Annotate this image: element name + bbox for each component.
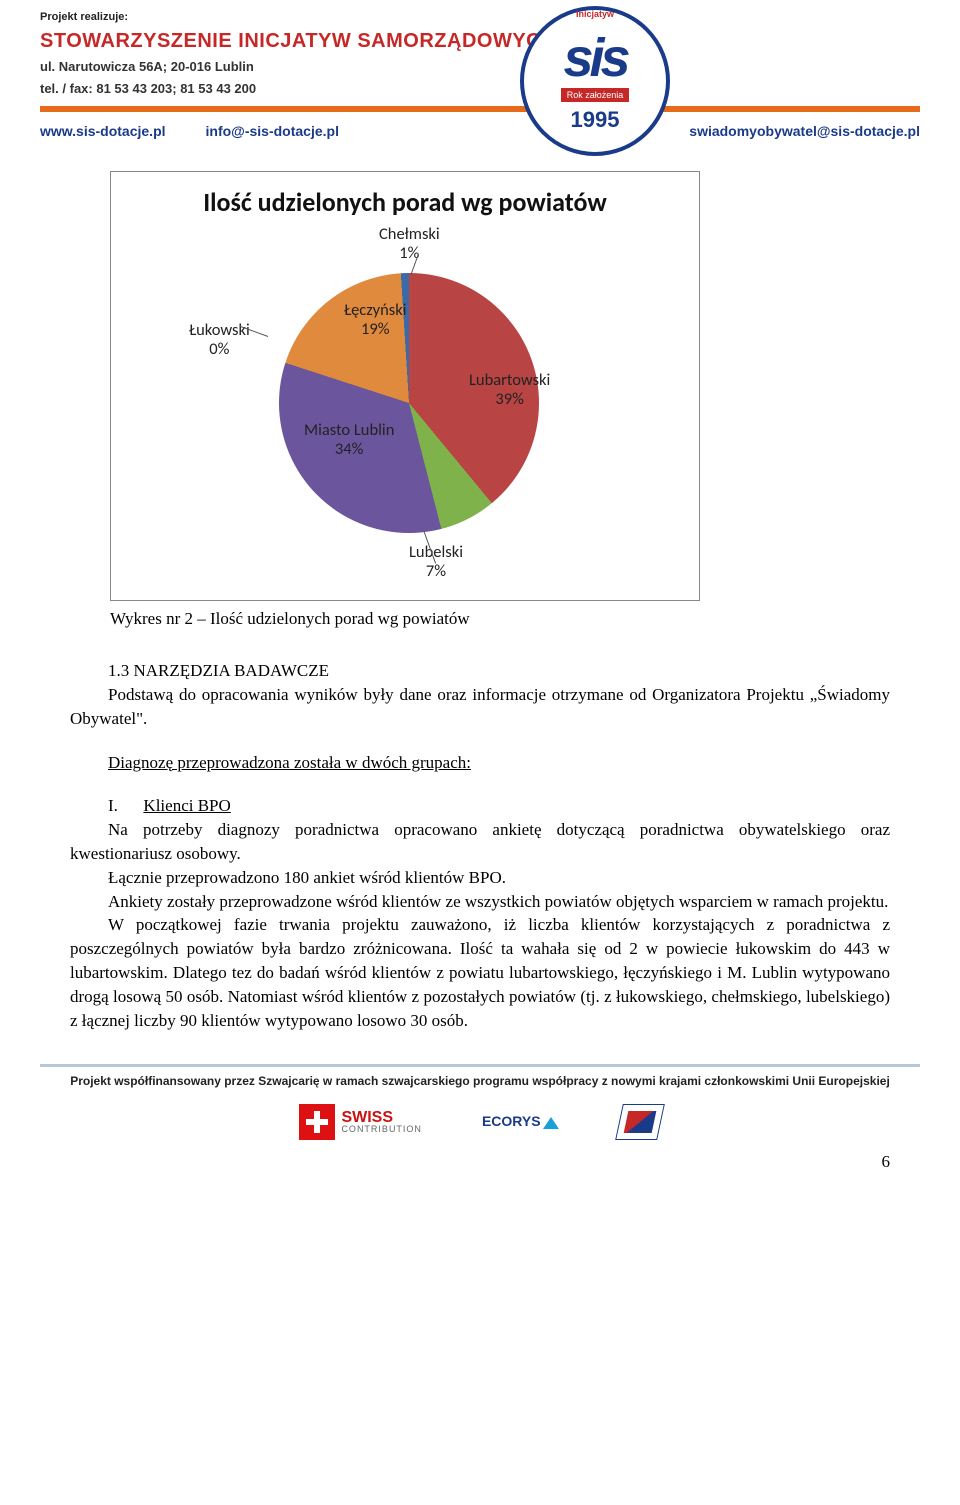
p-klienci-1: Na potrzeby diagnozy poradnictwa opracow… (70, 818, 890, 866)
label-miasto-lublin: Miasto Lublin34% (304, 421, 394, 459)
p-klienci-3: Ankiety zostały przeprowadzone wśród kli… (70, 890, 890, 914)
pie-chart-box: Ilość udzielonych porad wg powiatów Cheł… (110, 171, 700, 601)
page-footer: Projekt współfinansowany przez Szwajcari… (0, 1052, 960, 1150)
klienci-bpo: Klienci BPO (143, 796, 230, 815)
footer-divider (40, 1064, 920, 1067)
logo-sis-text: sis (524, 34, 666, 83)
swiss-flag-icon (299, 1104, 335, 1140)
addr-line-2: tel. / fax: 81 53 43 203; 81 53 43 200 (40, 80, 920, 98)
label-chelmski: Chełmski1% (379, 225, 440, 263)
header-links: www.sis-dotacje.pl info@-sis-dotacje.pl … (40, 122, 920, 142)
p-diagnoza: Diagnozę przeprowadzona została w dwóch … (70, 751, 890, 775)
sis-logo: Inicjatyw sis Rok założenia 1995 (520, 6, 680, 166)
chart-caption: Wykres nr 2 – Ilość udzielonych porad wg… (110, 607, 890, 631)
footer-text: Projekt współfinansowany przez Szwajcari… (40, 1073, 920, 1090)
label-lubelski: Lubelski7% (409, 543, 463, 581)
ecorys-text: ECORYS (482, 1113, 541, 1129)
orange-divider (40, 106, 920, 112)
logo-year: 1995 (524, 105, 666, 136)
link-info[interactable]: info@-sis-dotacje.pl (206, 122, 339, 142)
roman-numeral: I. (108, 796, 118, 815)
chart-title: Ilość udzielonych porad wg powiatów (129, 184, 681, 220)
partner-logo-icon (615, 1104, 665, 1140)
label-lubartowski: Lubartowski39% (469, 371, 550, 409)
link-www[interactable]: www.sis-dotacje.pl (40, 122, 166, 142)
page-number: 6 (0, 1150, 960, 1192)
ecorys-triangle-icon (543, 1117, 559, 1129)
link-swiadomy[interactable]: swiadomyobywatel@sis-dotacje.pl (689, 122, 920, 142)
logo-rok-label: Rok założenia (561, 88, 630, 103)
roman-line: I. Klienci BPO (70, 794, 890, 818)
org-name: STOWARZYSZENIE INICJATYW SAMORZĄDOWYCH (40, 27, 920, 55)
swiss-sub: CONTRIBUTION (341, 1125, 422, 1133)
ecorys-logo: ECORYS (482, 1112, 559, 1132)
page-header: Projekt realizuje: STOWARZYSZENIE INICJA… (0, 0, 960, 141)
addr-line-1: ul. Narutowicza 56A; 20-016 Lublin (40, 58, 920, 76)
footer-logos: SWISS CONTRIBUTION ECORYS (40, 1104, 920, 1140)
label-leczynski: Łęczyński19% (344, 301, 407, 339)
p-basis: Podstawą do opracowania wyników były dan… (70, 683, 890, 731)
p-klienci-2: Łącznie przeprowadzono 180 ankiet wśród … (70, 866, 890, 890)
section-heading: 1.3 NARZĘDZIA BADAWCZE (70, 659, 890, 683)
project-label: Projekt realizuje: (40, 10, 920, 25)
content-area: Ilość udzielonych porad wg powiatów Cheł… (0, 141, 960, 1052)
pie-wrap: Chełmski1% Łęczyński19% Łukowski0% Lubar… (129, 221, 681, 581)
p-klienci-4: W początkowej fazie trwania projektu zau… (70, 913, 890, 1032)
swiss-contribution-logo: SWISS CONTRIBUTION (299, 1104, 422, 1140)
